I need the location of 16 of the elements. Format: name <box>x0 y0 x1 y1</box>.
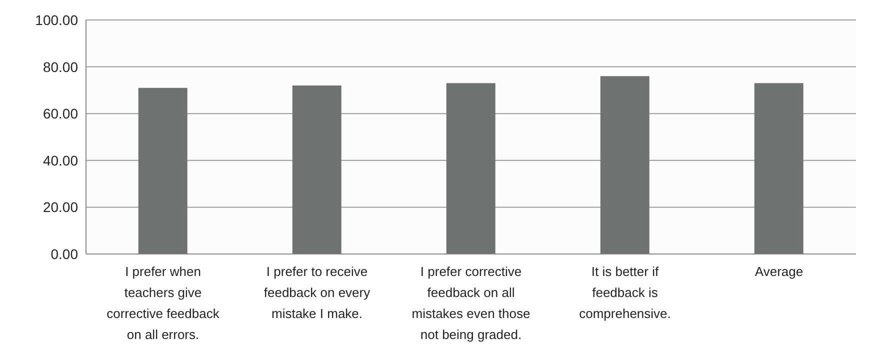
x-tick-label: I prefer corrective feedback on all mistakes even those not being graded. <box>412 264 530 342</box>
y-tick-label: 0.00 <box>50 246 78 262</box>
bar <box>600 76 650 254</box>
y-tick-label: 80.00 <box>42 58 78 75</box>
bar <box>446 83 496 254</box>
bar <box>754 83 804 254</box>
bar <box>292 86 342 254</box>
x-tick-label: It is better if feedback is comprehensive. <box>579 264 671 321</box>
x-tick-label: I prefer to receive feedback on every mistake I make. <box>264 264 371 321</box>
y-tick-label: 60.00 <box>42 106 78 122</box>
x-tick-label: I prefer when teachers give corrective feedback on all errors. <box>106 264 220 342</box>
y-tick-label: 100.00 <box>35 12 78 28</box>
bar <box>138 88 188 254</box>
x-tick-label: Average <box>754 264 804 279</box>
y-tick-label: 40.00 <box>42 152 78 168</box>
y-tick-label: 20.00 <box>42 199 78 216</box>
